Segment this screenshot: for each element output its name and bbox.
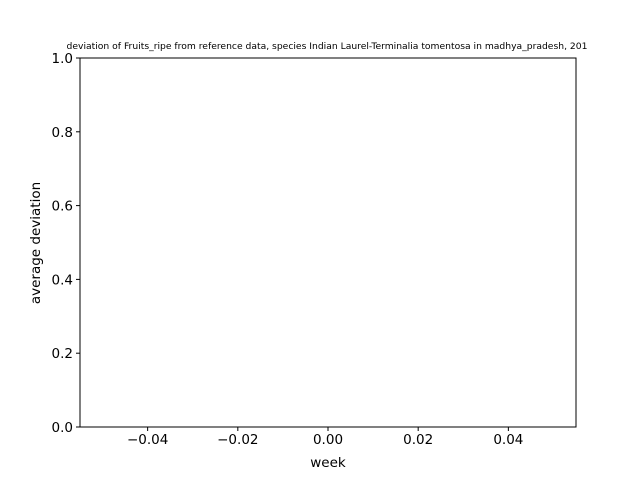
y-tick-label: 0.6 bbox=[52, 199, 73, 215]
y-tick-label: 1.0 bbox=[52, 51, 73, 67]
chart-title: deviation of Fruits_ripe from reference … bbox=[67, 41, 588, 52]
y-axis-label: average deviation bbox=[28, 182, 44, 304]
x-tick-label: −0.04 bbox=[127, 432, 168, 448]
x-tick-label: 0.02 bbox=[403, 432, 433, 448]
y-tick-label: 0.2 bbox=[52, 346, 73, 362]
x-tick-label: 0.00 bbox=[313, 432, 343, 448]
x-axis: −0.04 −0.02 0.00 0.02 0.04 bbox=[127, 427, 523, 448]
x-axis-label: week bbox=[310, 455, 346, 471]
y-axis: 0.0 0.2 0.4 0.6 0.8 1.0 bbox=[52, 51, 80, 436]
x-tick-label: −0.02 bbox=[217, 432, 258, 448]
y-tick-label: 0.8 bbox=[52, 125, 73, 141]
x-tick-label: 0.04 bbox=[493, 432, 523, 448]
y-tick-label: 0.4 bbox=[52, 272, 73, 288]
y-tick-label: 0.0 bbox=[52, 420, 73, 436]
